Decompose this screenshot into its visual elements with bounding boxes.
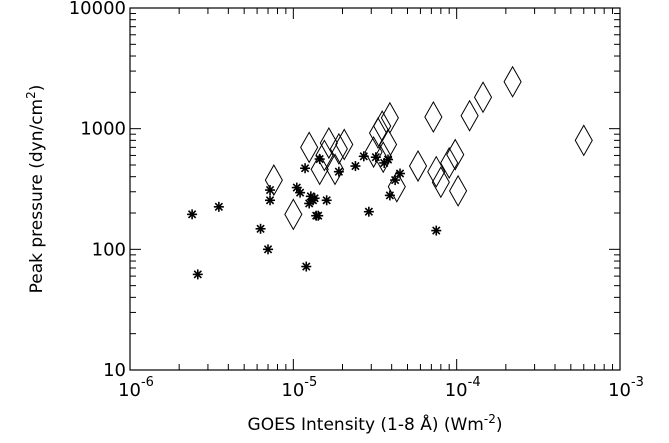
diamond-point	[315, 139, 334, 172]
diamond-point	[373, 110, 392, 143]
asterisk-point	[265, 195, 276, 206]
diamond-point	[574, 124, 593, 157]
asterisk-point	[301, 261, 312, 272]
diamond-point	[264, 164, 283, 197]
asterisk-point	[300, 163, 311, 174]
x-tick-label: 10-3	[608, 375, 644, 401]
diamond-point	[431, 166, 450, 199]
x-tick-label: 10-6	[118, 375, 154, 401]
asterisk-point	[431, 225, 442, 236]
asterisk-point	[350, 161, 361, 172]
asterisk-point	[263, 244, 274, 255]
asterisk-point	[265, 185, 276, 196]
diamond-point	[503, 65, 522, 98]
asterisk-point	[213, 201, 224, 212]
y-tick-label: 10000	[69, 0, 126, 19]
y-tick-label: 1000	[80, 119, 126, 140]
asterisk-point	[314, 154, 325, 165]
diamond-point	[300, 131, 319, 164]
x-tick-label: 10-5	[281, 375, 317, 401]
diamond-point	[448, 174, 468, 207]
asterisk-point	[187, 209, 198, 220]
diamond-point	[319, 127, 338, 160]
axis-ticks: 10-6 10-5 10-4 10-3 10 100 1000 10000	[69, 0, 644, 401]
diamond-point	[368, 117, 388, 150]
asterisk-point	[255, 223, 266, 234]
diamond-point	[424, 100, 443, 133]
diamond-point	[374, 141, 393, 174]
diamond-point	[325, 153, 345, 186]
diamond-point	[380, 101, 399, 134]
plot-frame	[129, 7, 621, 371]
diamond-point	[387, 170, 406, 203]
diamond-point	[473, 81, 493, 114]
diamond-point	[335, 128, 354, 161]
y-tick-label: 10	[103, 360, 126, 381]
diamond-point	[446, 138, 465, 171]
data-marks	[187, 65, 593, 280]
diamond-point	[364, 136, 383, 169]
asterisk-point	[313, 210, 324, 221]
diamond-point	[427, 155, 446, 188]
x-axis-title: GOES Intensity (1-8 Å) (Wm-2)	[248, 412, 503, 435]
asterisk-point	[291, 182, 302, 193]
diamond-point	[460, 99, 479, 132]
diamond-point	[284, 198, 303, 231]
diamond-point	[310, 153, 329, 186]
diamond-point	[408, 150, 428, 183]
asterisk-point	[295, 187, 306, 198]
diamond-point	[440, 146, 459, 179]
diamond-point	[329, 132, 348, 165]
y-axis-title: Peak pressure (dyn/cm2)	[24, 85, 47, 294]
asterisk-point	[192, 269, 203, 280]
asterisk-point	[321, 195, 332, 206]
asterisk-point	[309, 193, 320, 204]
diamond-point	[378, 128, 398, 161]
asterisk-point	[363, 206, 374, 217]
y-tick-label: 100	[92, 239, 126, 260]
x-tick-label: 10-4	[445, 375, 481, 401]
